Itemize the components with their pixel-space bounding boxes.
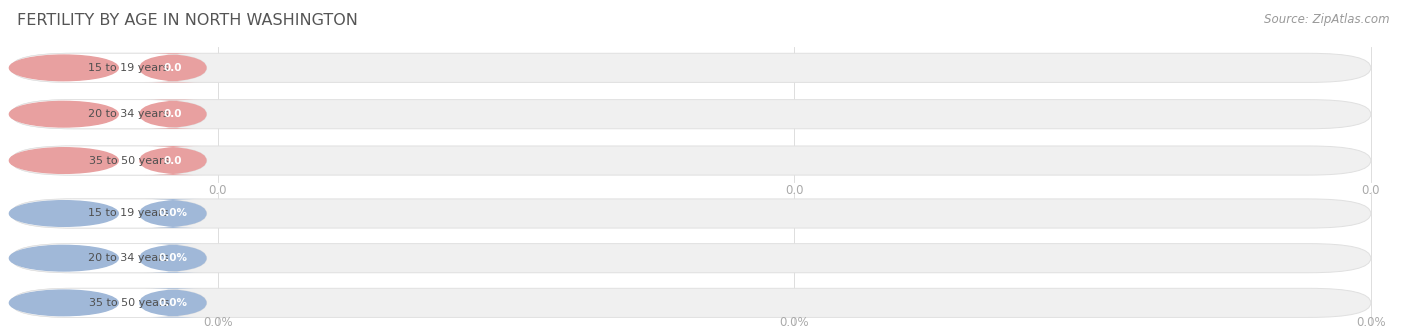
Circle shape: [10, 245, 118, 271]
FancyBboxPatch shape: [11, 100, 207, 129]
FancyBboxPatch shape: [11, 288, 207, 317]
Text: 35 to 50 years: 35 to 50 years: [89, 298, 169, 308]
FancyBboxPatch shape: [139, 199, 207, 228]
Text: 0.0: 0.0: [1361, 184, 1381, 197]
Text: 0.0: 0.0: [163, 156, 183, 166]
FancyBboxPatch shape: [11, 199, 1371, 228]
Circle shape: [10, 201, 118, 226]
Text: 0.0%: 0.0%: [159, 209, 187, 218]
FancyBboxPatch shape: [139, 288, 207, 317]
FancyBboxPatch shape: [139, 146, 207, 175]
FancyBboxPatch shape: [11, 244, 1371, 273]
FancyBboxPatch shape: [139, 100, 207, 129]
Text: 0.0%: 0.0%: [159, 253, 187, 263]
FancyBboxPatch shape: [11, 53, 1371, 82]
FancyBboxPatch shape: [139, 244, 207, 273]
Text: 0.0%: 0.0%: [159, 298, 187, 308]
Text: 20 to 34 years: 20 to 34 years: [89, 109, 169, 119]
Text: 35 to 50 years: 35 to 50 years: [89, 156, 169, 166]
Text: 0.0%: 0.0%: [779, 316, 810, 329]
Text: 0.0: 0.0: [208, 184, 228, 197]
Text: 0.0: 0.0: [785, 184, 804, 197]
Circle shape: [10, 101, 118, 127]
FancyBboxPatch shape: [11, 53, 207, 82]
FancyBboxPatch shape: [11, 244, 207, 273]
Circle shape: [10, 290, 118, 316]
Circle shape: [10, 55, 118, 81]
FancyBboxPatch shape: [11, 146, 207, 175]
FancyBboxPatch shape: [11, 199, 207, 228]
Text: 0.0%: 0.0%: [1355, 316, 1386, 329]
Text: 0.0%: 0.0%: [202, 316, 233, 329]
FancyBboxPatch shape: [139, 53, 207, 82]
Text: 20 to 34 years: 20 to 34 years: [89, 253, 169, 263]
Text: 0.0: 0.0: [163, 63, 183, 73]
Text: 15 to 19 years: 15 to 19 years: [89, 209, 169, 218]
FancyBboxPatch shape: [11, 146, 1371, 175]
Text: 15 to 19 years: 15 to 19 years: [89, 63, 169, 73]
FancyBboxPatch shape: [11, 288, 1371, 317]
Text: FERTILITY BY AGE IN NORTH WASHINGTON: FERTILITY BY AGE IN NORTH WASHINGTON: [17, 13, 357, 28]
Text: Source: ZipAtlas.com: Source: ZipAtlas.com: [1264, 13, 1389, 26]
Circle shape: [10, 148, 118, 173]
FancyBboxPatch shape: [11, 100, 1371, 129]
Text: 0.0: 0.0: [163, 109, 183, 119]
